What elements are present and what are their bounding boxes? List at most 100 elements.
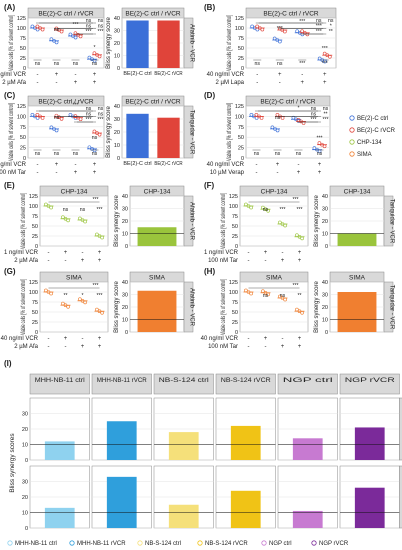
data-point: [263, 290, 268, 295]
y-tick-label: 20: [114, 130, 120, 136]
panel-letter-A: (A): [4, 3, 15, 12]
y-tick-label: 50: [238, 135, 244, 141]
data-point: [97, 54, 102, 59]
condition-row-label: 40 ng/ml VCR: [1, 336, 39, 342]
condition-sign: -: [265, 258, 267, 264]
significance-label: ***: [299, 61, 305, 67]
data-point: [328, 54, 332, 59]
data-point: [49, 125, 54, 130]
significance-label: ns: [275, 115, 281, 121]
y-tick-label: 75: [232, 300, 238, 306]
significance-label: ***: [322, 61, 328, 67]
y-axis-label: Viable cells [% of solvent control]: [227, 103, 233, 161]
significance-label: ns: [277, 61, 283, 67]
y-tick-label: 75: [238, 36, 244, 42]
data-point: [263, 207, 268, 211]
data-point: [95, 232, 99, 237]
data-point: [38, 114, 42, 119]
condition-sign: -: [37, 170, 39, 176]
y-tick-label: 10: [114, 54, 120, 60]
condition-sign: -: [248, 258, 250, 264]
y-tick-label: 100: [29, 290, 38, 296]
panel-title: CHP-134: [344, 188, 371, 195]
significance-label: ns: [63, 207, 69, 213]
condition-sign: +: [98, 336, 102, 342]
facet-label: Tariquidar - VCR: [388, 285, 394, 330]
condition-sign: -: [256, 170, 258, 176]
y-tick-label: 10: [22, 443, 28, 449]
significance-label: *: [93, 45, 95, 51]
significance-label: ***: [85, 29, 91, 35]
condition-sign: -: [256, 72, 258, 78]
data-point: [63, 217, 68, 221]
significance-label: ***: [96, 207, 102, 213]
data-point: [76, 115, 80, 120]
condition-sign: -: [37, 162, 39, 168]
significance-label: ***: [97, 29, 103, 35]
significance-label: ns: [311, 106, 317, 112]
data-point: [78, 216, 82, 221]
y-axis-label: Viable cells [% of solvent control]: [21, 193, 27, 249]
facet-strip: [91, 373, 152, 395]
data-point: [46, 204, 51, 208]
condition-sign: +: [264, 250, 268, 256]
legend-label: NGP rVCR: [319, 541, 349, 547]
y-tick-label: 0: [25, 526, 28, 532]
y-tick-label: 30: [322, 207, 328, 213]
y-tick-label: 0: [25, 458, 28, 464]
condition-sign: +: [298, 250, 302, 256]
y-tick-label: 100: [17, 114, 26, 120]
bar-panel-C: BE(2)-C ctrl / rVCR Tariquidar - VCR 0 10 20…: [106, 95, 194, 167]
legend-marker: [311, 540, 317, 546]
significance-label: ns: [98, 112, 104, 118]
data-point: [250, 24, 254, 29]
bar: [230, 425, 261, 460]
facet-strip: [153, 373, 214, 395]
y-tick-label: 125: [229, 280, 238, 286]
condition-sign: -: [48, 258, 50, 264]
facet-strip: [29, 373, 90, 395]
condition-row-label: 1 ng/ml VCR: [204, 250, 239, 256]
condition-sign: +: [98, 258, 102, 264]
plot-area: [39, 281, 109, 333]
condition-sign: -: [56, 80, 58, 86]
y-tick-label: 30: [114, 117, 120, 123]
bar: [337, 233, 377, 246]
y-axis-label: Viable cells [% of solvent control]: [227, 15, 233, 71]
data-point: [95, 307, 99, 312]
significance-label: ns: [263, 293, 269, 299]
condition-sign: -: [48, 250, 50, 256]
data-point: [66, 218, 70, 223]
panel-title: SIMA: [149, 274, 166, 281]
condition-row-label: 100 nM Tar: [208, 344, 238, 350]
y-tick-label: 10: [322, 232, 328, 238]
y-tick-label: 20: [22, 495, 28, 501]
condition-sign: +: [93, 80, 97, 86]
legend-marker: [349, 151, 355, 157]
column-label: NB-S-124 rVCR: [221, 378, 272, 384]
data-point: [283, 297, 287, 302]
condition-sign: +: [64, 250, 68, 256]
y-tick-label: 20: [122, 219, 128, 225]
y-tick-label: 30: [22, 412, 28, 418]
data-point: [295, 29, 299, 34]
y-tick-label: 20: [122, 305, 128, 311]
data-point: [322, 144, 327, 149]
data-point: [249, 205, 253, 210]
y-tick-label: 30: [122, 293, 128, 299]
data-point: [38, 26, 42, 30]
condition-sign: -: [82, 250, 84, 256]
significance-label: ns: [92, 61, 98, 67]
data-point: [54, 113, 59, 118]
column-label: NGP rVCR: [345, 378, 396, 384]
significance-label: ***: [310, 117, 316, 123]
legend-marker: [349, 115, 355, 121]
data-point: [261, 289, 265, 294]
data-point: [255, 24, 259, 29]
significance-label: **: [329, 29, 333, 35]
y-tick-label: 75: [238, 125, 244, 131]
condition-sign: +: [264, 336, 268, 342]
condition-row-label: 1 ng/ml VCR: [4, 250, 39, 256]
data-point: [97, 234, 102, 238]
